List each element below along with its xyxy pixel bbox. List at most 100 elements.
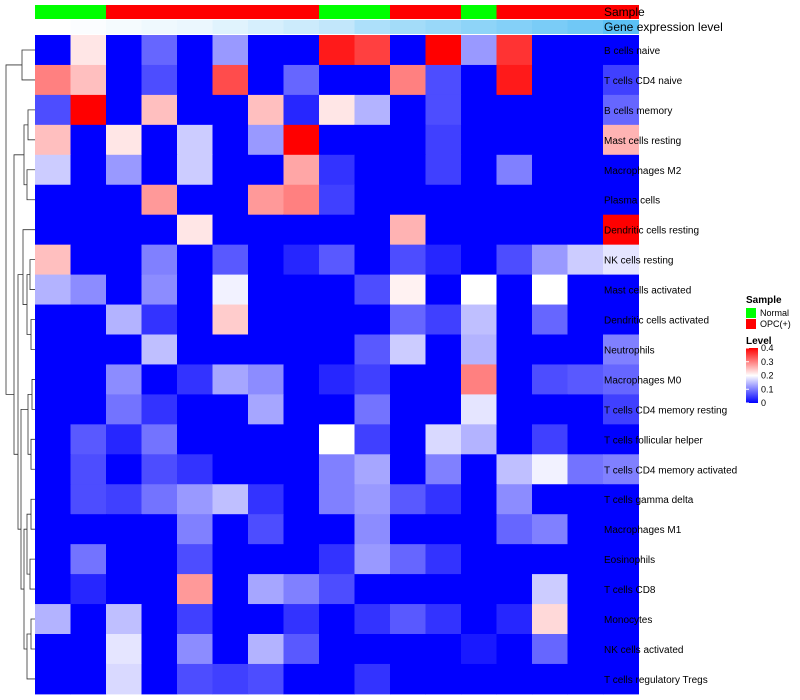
heatmap-cell [319, 154, 355, 186]
heatmap-cell [603, 424, 639, 455]
dendrogram-branch [29, 259, 35, 290]
heatmap-cell [35, 124, 71, 156]
heatmap-cell [35, 364, 71, 395]
heatmap-cell [567, 663, 604, 695]
dendrogram-branch [20, 408, 28, 590]
heatmap-cell [283, 304, 320, 335]
heatmap-cell [141, 454, 178, 485]
expression-annotation-cell [70, 20, 107, 34]
heatmap-cell [461, 94, 497, 126]
heatmap-cell [35, 663, 71, 695]
heatmap-cell [461, 274, 497, 306]
heatmap-cell [567, 274, 604, 306]
heatmap-cell [496, 184, 533, 216]
heatmap-cell [496, 64, 533, 96]
heatmap-cell [603, 364, 639, 395]
heatmap-cell [106, 35, 142, 66]
heatmap-cell [35, 394, 71, 425]
expression-annotation-cell [212, 20, 249, 34]
heatmap-cell [283, 124, 320, 156]
heatmap-cell [106, 484, 142, 515]
row-label: Macrophages M2 [604, 166, 682, 177]
heatmap-cell [532, 334, 568, 365]
heatmap-cell [212, 454, 249, 485]
heatmap-cell [567, 424, 604, 455]
heatmap-cell [354, 244, 391, 276]
heatmap-cell [603, 274, 639, 306]
heatmap-cell [177, 604, 213, 635]
expression-annotation-cell [283, 20, 320, 34]
row-label: T cells follicular helper [604, 435, 703, 446]
row-label: T cells CD8 [604, 585, 656, 596]
heatmap-cell [461, 574, 497, 605]
sample-annotation-cell [283, 5, 320, 19]
heatmap-cell [496, 663, 533, 695]
heatmap-cell [177, 214, 213, 246]
heatmap-cell [177, 124, 213, 156]
heatmap-cell [532, 184, 568, 216]
heatmap-cell [532, 604, 568, 635]
heatmap-cell [283, 274, 320, 306]
expression-annotation-cell [461, 20, 497, 34]
heatmap-cell [106, 364, 142, 395]
heatmap-cell [390, 304, 426, 335]
heatmap-cell [141, 214, 178, 246]
dendrogram-branch [22, 229, 35, 305]
heatmap-cell [603, 154, 639, 186]
heatmap-cell [319, 424, 355, 455]
heatmap-cell [567, 94, 604, 126]
expression-annotation-cell [567, 20, 604, 34]
heatmap-cell [567, 394, 604, 425]
heatmap-cell [283, 454, 320, 485]
heatmap-cell [35, 424, 71, 455]
heatmap-cell [354, 663, 391, 695]
heatmap-cell [70, 544, 107, 575]
heatmap-cell [425, 663, 462, 695]
heatmap-cell [35, 574, 71, 605]
heatmap-cell [248, 184, 284, 216]
heatmap-cell [35, 94, 71, 126]
heatmap-cell [70, 94, 107, 126]
heatmap-cell [425, 274, 462, 306]
expression-annotation-cell [390, 20, 426, 34]
heatmap-cell [532, 634, 568, 665]
heatmap-cell [319, 454, 355, 485]
heatmap-cell [319, 244, 355, 276]
row-label: Macrophages M1 [604, 525, 682, 536]
heatmap-cell [212, 663, 249, 695]
sample-annotation-cell [390, 5, 426, 19]
row-label: B cells naive [604, 46, 661, 57]
heatmap-cell [106, 214, 142, 246]
dendrogram-branch [30, 498, 35, 530]
row-label: T cells regulatory Tregs [604, 675, 708, 686]
heatmap-cell [70, 304, 107, 335]
heatmap-cell [141, 184, 178, 216]
heatmap-cell [212, 334, 249, 365]
heatmap-cell [425, 634, 462, 665]
heatmap-cell [35, 214, 71, 246]
heatmap-cell [212, 94, 249, 126]
dendrogram-branch [5, 64, 22, 395]
heatmap-cell [106, 424, 142, 455]
heatmap-cell [461, 124, 497, 156]
heatmap-cell [141, 304, 178, 335]
heatmap-cell [212, 514, 249, 545]
heatmap-cell [354, 304, 391, 335]
heatmap-cell [283, 514, 320, 545]
heatmap-cell [319, 634, 355, 665]
heatmap-cell [70, 364, 107, 395]
heatmap-cell [106, 94, 142, 126]
heatmap-cell [106, 274, 142, 306]
heatmap-cell [354, 184, 391, 216]
heatmap-cell [106, 394, 142, 425]
heatmap-cell [248, 394, 284, 425]
heatmap-cell [354, 334, 391, 365]
heatmap-cell [461, 544, 497, 575]
heatmap-cell [177, 64, 213, 96]
row-label: Eosinophils [604, 555, 655, 566]
heatmap-cell [496, 154, 533, 186]
heatmap-cell [35, 64, 71, 96]
heatmap-cell [141, 484, 178, 515]
heatmap-cell [35, 274, 71, 306]
heatmap-cell [532, 424, 568, 455]
